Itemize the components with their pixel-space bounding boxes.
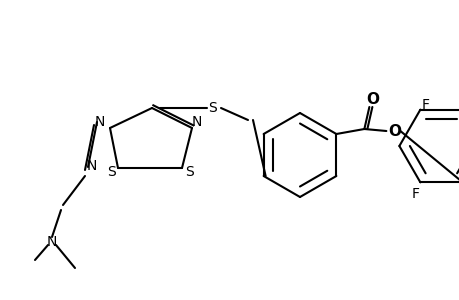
Text: F: F [410, 188, 419, 201]
Text: S: S [208, 101, 217, 115]
Text: F: F [420, 98, 428, 112]
Text: N: N [87, 159, 97, 173]
Text: S: S [185, 165, 194, 179]
Text: S: S [107, 165, 116, 179]
Text: N: N [95, 115, 105, 129]
Text: O: O [387, 124, 400, 139]
Text: O: O [365, 92, 378, 106]
Text: N: N [47, 235, 57, 249]
Text: N: N [191, 115, 202, 129]
